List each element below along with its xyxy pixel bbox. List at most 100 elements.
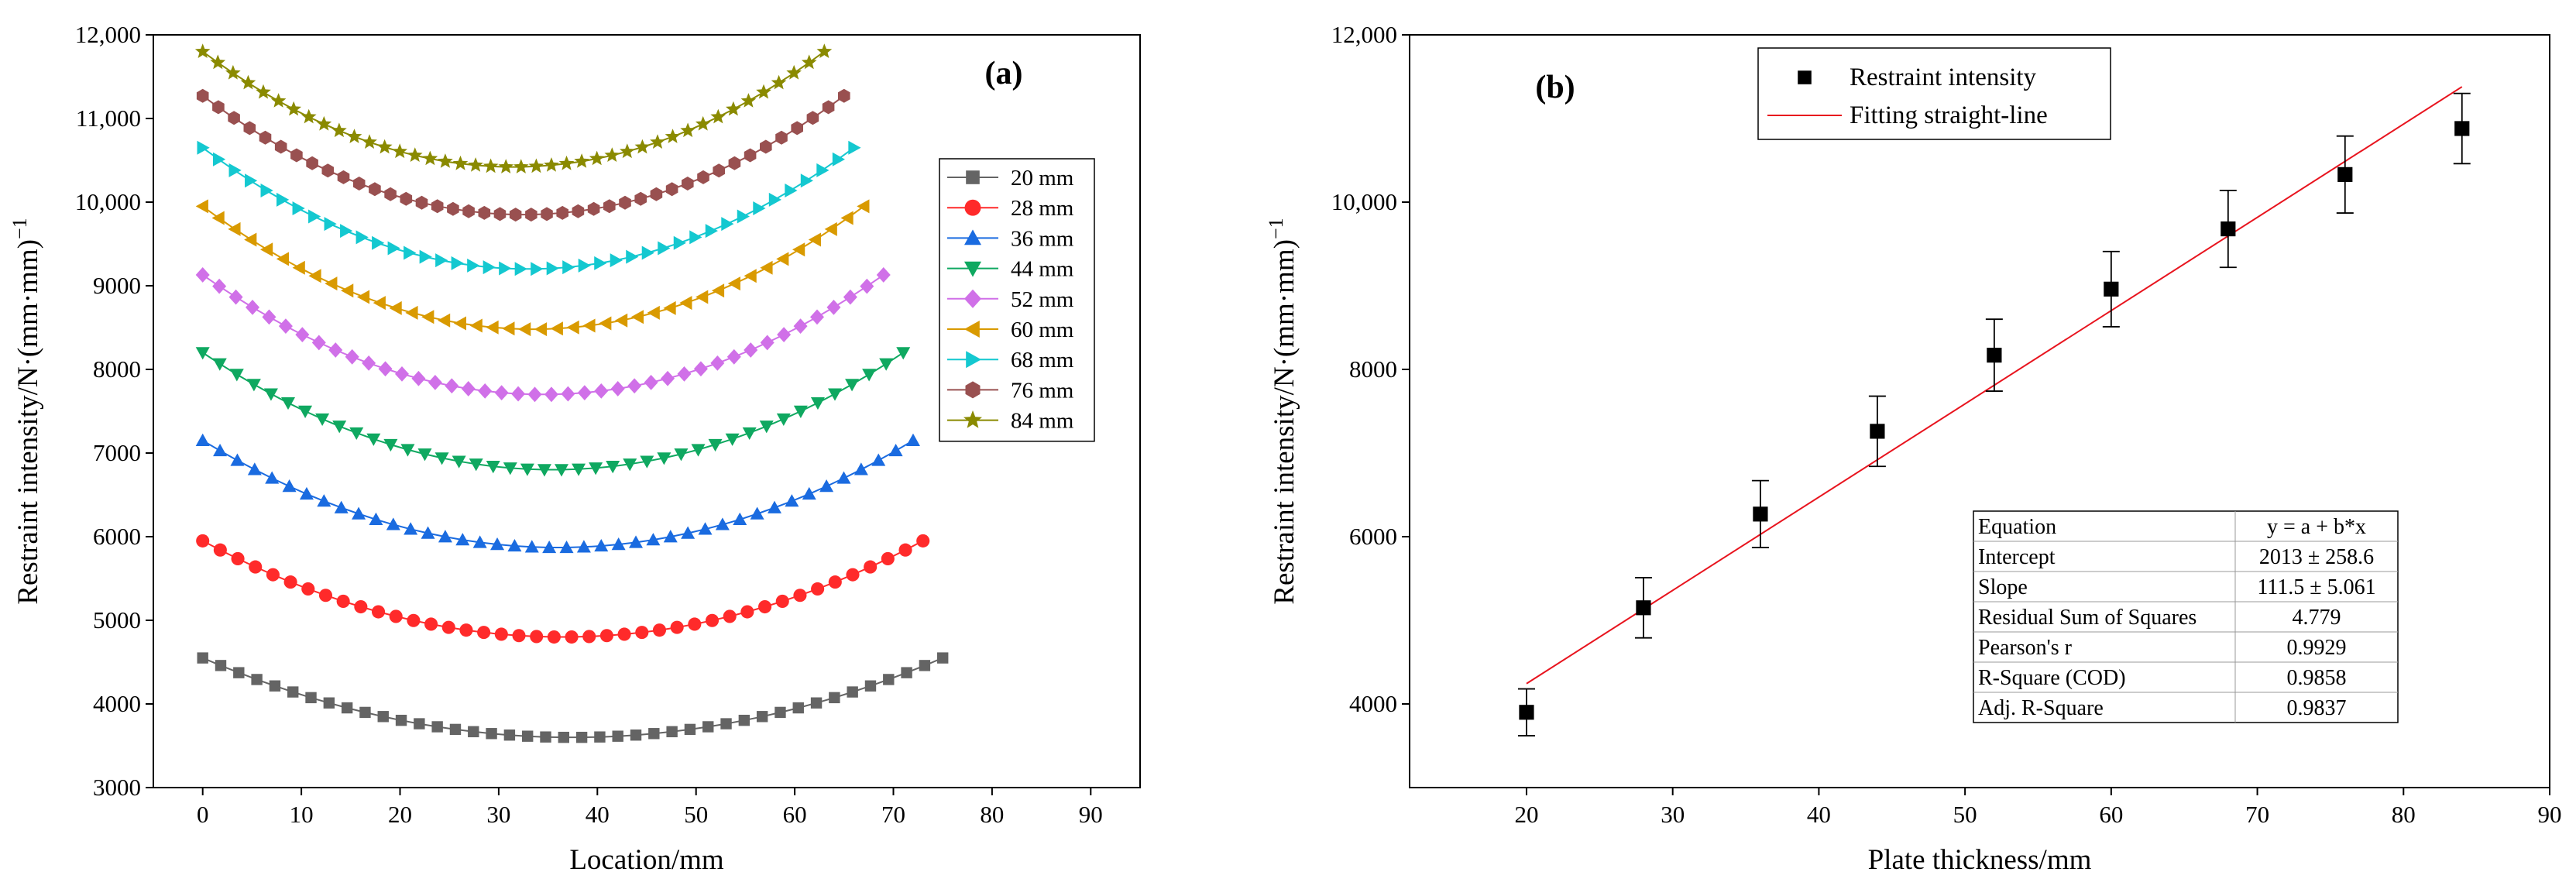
data-point [318,589,333,602]
panel-b-y-tick-label: 8000 [1349,355,1397,383]
data-point [860,278,874,294]
data-point [679,296,692,311]
data-point [819,479,834,493]
data-point [710,108,726,124]
data-point [832,152,846,166]
data-point [630,730,642,741]
data-point [728,156,741,170]
panel-b-x-tick-label: 80 [2392,801,2416,828]
data-point [459,623,473,637]
legend-box [1757,47,2111,140]
legend-marker [964,289,981,308]
data-point [407,613,421,627]
data-point [507,538,522,552]
data-point [262,309,276,325]
data-point [816,163,829,177]
panel-a-frame [153,34,1141,788]
data-point [576,540,591,553]
fit-table-key: Intercept [1978,545,2056,569]
data-point [846,568,860,582]
data-point [905,433,920,446]
legend-label: 36 mm [1011,226,1074,251]
data-point [646,533,661,546]
data-point [453,316,467,331]
data-point [658,241,671,256]
data-point [511,386,526,402]
data-point [308,269,321,283]
data-point [871,453,886,466]
panel-a-x-tick-label: 90 [1079,801,1103,828]
data-point [594,731,606,743]
data-point [315,413,330,427]
data-point [619,195,631,210]
legend-marker [965,381,981,399]
data-point [715,517,730,530]
data-point [298,405,313,418]
data-point [378,361,393,377]
data-point [864,560,878,574]
data-point [578,258,591,273]
series-markers-68mm [197,140,861,276]
data-point [827,388,842,401]
data-point [648,728,660,740]
data-point [317,494,331,507]
data-point [775,594,789,608]
data-point [620,143,635,159]
data-point [213,443,228,457]
data-point [561,386,575,402]
data-point [610,381,625,397]
data-point [626,249,639,264]
data-point [693,361,708,377]
data-point [228,221,241,236]
legend-label: 52 mm [1011,287,1074,312]
data-point [376,139,393,154]
data-point [826,299,841,315]
data-point [572,204,585,218]
panel-a-y-axis-label: Restraint intensity/N·(mm·mm)−1 [9,218,44,604]
series-markers-44mm [195,347,911,477]
data-point [211,211,225,225]
data-point [196,88,209,103]
data-point [809,309,824,325]
legend-label: Fitting straight-line [1850,101,2048,129]
data-point [713,163,725,178]
data-point [702,721,714,733]
data-point [449,723,462,736]
data-point [461,381,476,397]
data-point [785,183,798,197]
data-point [577,385,592,401]
data-point [493,207,507,221]
data-point [332,421,347,434]
data-point [316,115,332,131]
data-point [276,192,290,207]
panel-a-x-tick-label: 40 [586,801,610,828]
data-point [810,397,825,410]
data-point [582,318,596,333]
data-point [419,249,432,264]
data-point [266,568,280,582]
data-point [531,262,544,276]
data-point [776,252,789,266]
data-point [195,267,210,283]
data-point [421,310,434,324]
data-point [210,54,226,70]
data-point [349,427,364,441]
panel-b-x-tick-label: 90 [2538,801,2562,828]
data-point [394,366,409,382]
data-point [725,433,740,446]
data-point [194,43,211,58]
data-point [534,322,548,337]
panel-b-plot [1517,86,2471,736]
panel-b-y-axis-label: Restraint intensity/N·(mm·mm)−1 [1265,218,1300,604]
data-point [384,187,397,201]
panel-a-label: (a) [985,56,1023,91]
data-point [469,318,483,333]
data-point [306,156,318,170]
data-point [603,199,616,214]
panel-b-x-tick-label: 30 [1661,801,1685,828]
data-point [400,191,413,206]
data-point [341,283,354,298]
fit-table-key: Equation [1978,515,2056,539]
data-point [721,217,734,232]
data-point [422,150,438,166]
